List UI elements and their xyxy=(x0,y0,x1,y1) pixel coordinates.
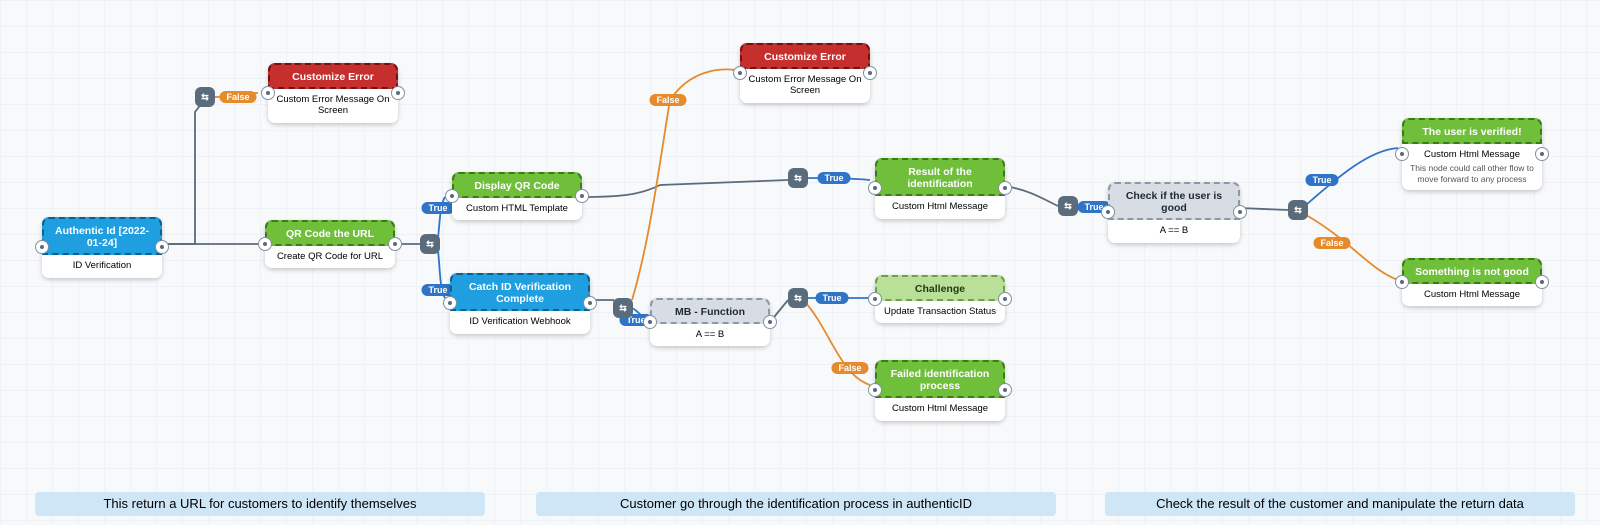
port-out[interactable] xyxy=(1233,205,1247,219)
branch-gate[interactable] xyxy=(420,234,440,254)
port-out[interactable] xyxy=(1535,275,1549,289)
node-subtitle: Custom Html MessageThis node could call … xyxy=(1402,144,1542,190)
port-in[interactable] xyxy=(868,181,882,195)
flow-node-err2[interactable]: Customize ErrorCustom Error Message On S… xyxy=(740,43,870,103)
node-title: Customize Error xyxy=(268,63,398,89)
flow-node-verified[interactable]: The user is verified!Custom Html Message… xyxy=(1402,118,1542,190)
port-in[interactable] xyxy=(1395,147,1409,161)
node-subtitle: Update Transaction Status xyxy=(875,301,1005,323)
node-subtitle: Custom Error Message On Screen xyxy=(740,69,870,103)
flow-node-catch[interactable]: Catch ID Verification CompleteID Verific… xyxy=(450,273,590,334)
node-title: Something is not good xyxy=(1402,258,1542,284)
port-in[interactable] xyxy=(1101,205,1115,219)
node-subtitle: Custom Html Message xyxy=(875,196,1005,218)
edge-label: True xyxy=(1305,174,1338,186)
port-out[interactable] xyxy=(583,296,597,310)
edge-label: False xyxy=(219,91,256,103)
flow-node-dqr[interactable]: Display QR CodeCustom HTML Template xyxy=(452,172,582,220)
port-out[interactable] xyxy=(763,315,777,329)
node-title: Customize Error xyxy=(740,43,870,69)
port-out[interactable] xyxy=(998,181,1012,195)
flow-node-auth[interactable]: Authentic Id [2022-01-24]ID Verification xyxy=(42,217,162,278)
port-in[interactable] xyxy=(733,66,747,80)
edge-label: True xyxy=(815,292,848,304)
node-subtitle: Custom Error Message On Screen xyxy=(268,89,398,123)
branch-gate[interactable] xyxy=(788,288,808,308)
node-title: Catch ID Verification Complete xyxy=(450,273,590,311)
node-subtitle: ID Verification Webhook xyxy=(450,311,590,333)
branch-gate[interactable] xyxy=(1058,196,1078,216)
node-title: QR Code the URL xyxy=(265,220,395,246)
section-caption: This return a URL for customers to ident… xyxy=(35,492,485,516)
flow-node-challenge[interactable]: ChallengeUpdate Transaction Status xyxy=(875,275,1005,323)
port-in[interactable] xyxy=(35,240,49,254)
port-in[interactable] xyxy=(258,237,272,251)
port-in[interactable] xyxy=(868,383,882,397)
node-subtitle: Custom Html Message xyxy=(1402,284,1542,306)
branch-gate[interactable] xyxy=(195,87,215,107)
edge-label: False xyxy=(1313,237,1350,249)
port-in[interactable] xyxy=(445,189,459,203)
port-out[interactable] xyxy=(863,66,877,80)
port-in[interactable] xyxy=(443,296,457,310)
branch-gate[interactable] xyxy=(613,298,633,318)
node-title: Challenge xyxy=(875,275,1005,301)
branch-gate[interactable] xyxy=(788,168,808,188)
node-title: MB - Function xyxy=(650,298,770,324)
section-caption: Customer go through the identification p… xyxy=(536,492,1056,516)
node-title: Authentic Id [2022-01-24] xyxy=(42,217,162,255)
flow-node-bad[interactable]: Something is not goodCustom Html Message xyxy=(1402,258,1542,306)
flow-node-qr[interactable]: QR Code the URLCreate QR Code for URL xyxy=(265,220,395,268)
node-subtitle: A == B xyxy=(1108,220,1240,242)
port-out[interactable] xyxy=(155,240,169,254)
flow-node-fail[interactable]: Failed identification processCustom Html… xyxy=(875,360,1005,421)
port-out[interactable] xyxy=(1535,147,1549,161)
node-subtitle: Custom HTML Template xyxy=(452,198,582,220)
edge-label: False xyxy=(831,362,868,374)
port-out[interactable] xyxy=(998,383,1012,397)
node-title: Display QR Code xyxy=(452,172,582,198)
branch-gate[interactable] xyxy=(1288,200,1308,220)
node-title: Result of the identification xyxy=(875,158,1005,196)
port-out[interactable] xyxy=(391,86,405,100)
node-subtitle: A == B xyxy=(650,324,770,346)
edge-label: True xyxy=(421,202,454,214)
flow-node-mb[interactable]: MB - FunctionA == B xyxy=(650,298,770,346)
port-out[interactable] xyxy=(575,189,589,203)
port-in[interactable] xyxy=(643,315,657,329)
port-out[interactable] xyxy=(998,292,1012,306)
node-subtitle: ID Verification xyxy=(42,255,162,277)
port-out[interactable] xyxy=(388,237,402,251)
flow-node-result[interactable]: Result of the identificationCustom Html … xyxy=(875,158,1005,219)
node-title: Failed identification process xyxy=(875,360,1005,398)
node-subtitle: Create QR Code for URL xyxy=(265,246,395,268)
port-in[interactable] xyxy=(868,292,882,306)
flow-node-check[interactable]: Check if the user is goodA == B xyxy=(1108,182,1240,243)
edge-label: False xyxy=(649,94,686,106)
node-title: The user is verified! xyxy=(1402,118,1542,144)
port-in[interactable] xyxy=(1395,275,1409,289)
port-in[interactable] xyxy=(261,86,275,100)
flow-node-err1[interactable]: Customize ErrorCustom Error Message On S… xyxy=(268,63,398,123)
edge-label: True xyxy=(817,172,850,184)
node-subtitle: Custom Html Message xyxy=(875,398,1005,420)
node-title: Check if the user is good xyxy=(1108,182,1240,220)
section-caption: Check the result of the customer and man… xyxy=(1105,492,1575,516)
